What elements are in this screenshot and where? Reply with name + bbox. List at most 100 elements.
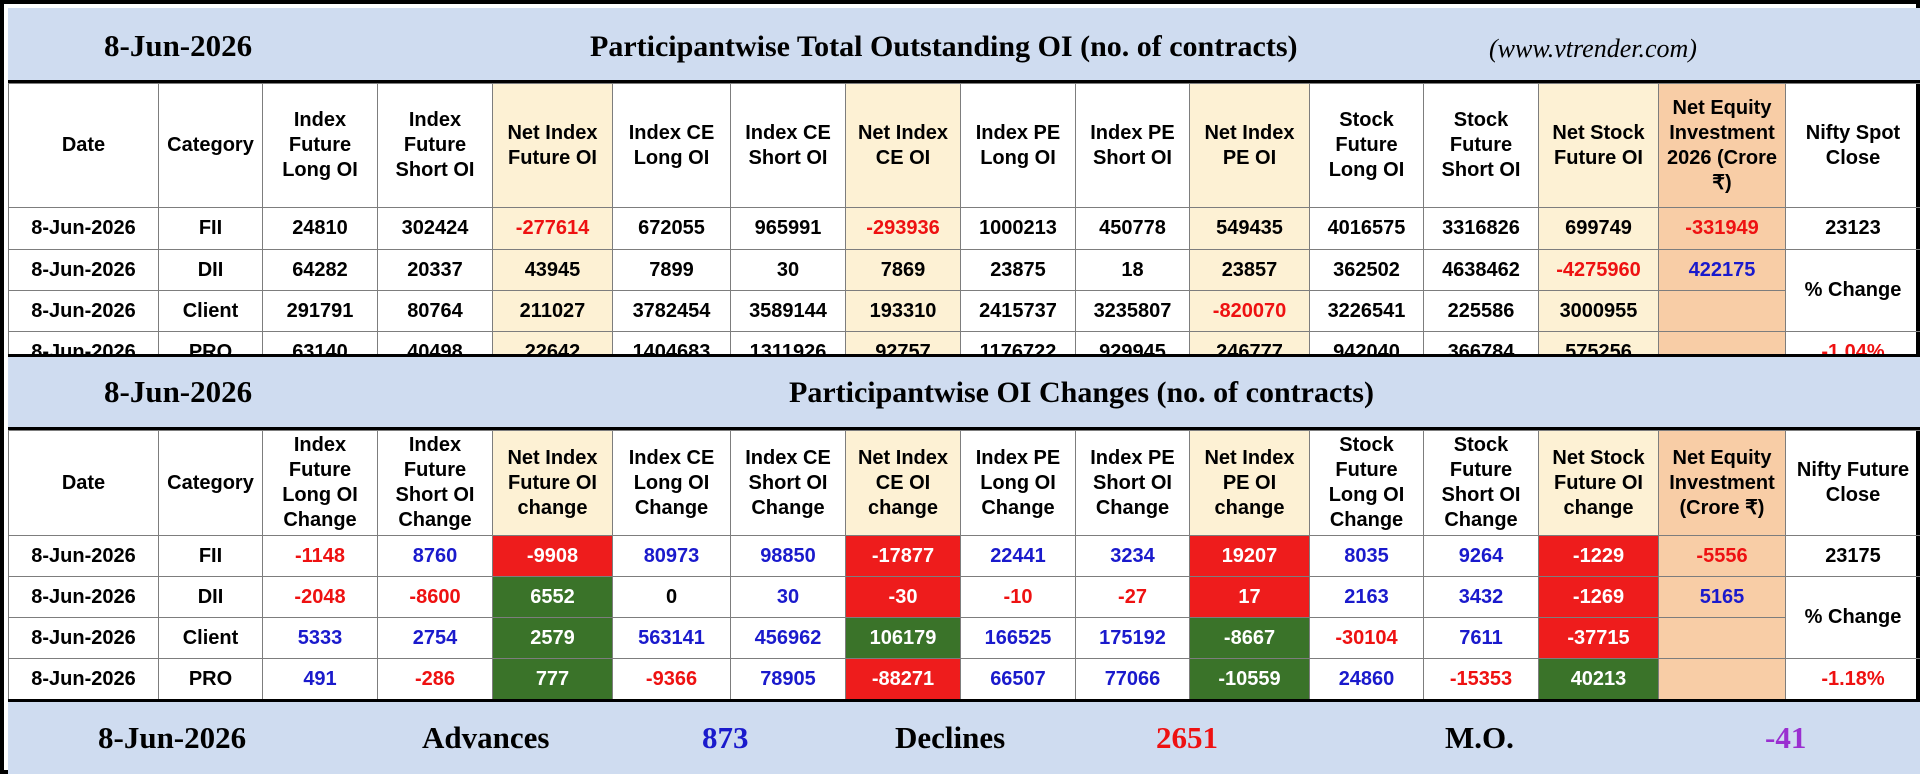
- data-cell: 18: [1075, 249, 1190, 291]
- header-index-ce-short-oi-change: Index CE Short OI Change: [730, 430, 846, 536]
- nifty-future-value: 23175: [1785, 535, 1920, 577]
- data-cell: 24860: [1309, 658, 1424, 700]
- table-row: 8-Jun-2026 PRO 491 -286 777 -9366 78905 …: [8, 658, 1920, 700]
- data-cell: 225586: [1423, 290, 1539, 332]
- advances-label: Advances: [422, 720, 550, 755]
- header-net-index-ce-oi-change: Net Index CE OI change: [845, 430, 961, 536]
- changes-title-band: 8-Jun-2026 Participantwise OI Changes (n…: [8, 354, 1920, 430]
- data-cell: -17877: [845, 535, 961, 577]
- data-cell: 40213: [1538, 658, 1659, 700]
- data-cell: -1269: [1538, 576, 1659, 618]
- data-cell: 491: [262, 658, 378, 700]
- data-cell: 9264: [1423, 535, 1539, 577]
- data-cell: 3235807: [1075, 290, 1190, 332]
- data-cell: 362502: [1309, 249, 1424, 291]
- header-net-stock-future-oi: Net Stock Future OI: [1538, 83, 1659, 208]
- data-cell: -88271: [845, 658, 961, 700]
- date-cell: 8-Jun-2026: [8, 535, 159, 577]
- advances-value: 873: [702, 720, 749, 755]
- data-cell: -10559: [1189, 658, 1310, 700]
- mo-label: M.O.: [1445, 720, 1514, 755]
- header-row: Date Category Index Future Long OI Chang…: [8, 430, 1920, 536]
- data-cell: 2754: [377, 617, 493, 659]
- table-row: 8-Jun-2026 Client 5333 2754 2579 563141 …: [8, 617, 1920, 659]
- data-cell: 17: [1189, 576, 1310, 618]
- top-title: Participantwise Total Outstanding OI (no…: [590, 30, 1298, 63]
- top-title-band: 8-Jun-2026 Participantwise Total Outstan…: [8, 8, 1920, 83]
- data-cell: -8667: [1189, 617, 1310, 659]
- header-row: Date Category Index Future Long OI Index…: [8, 83, 1920, 208]
- changes-title: Participantwise OI Changes (no. of contr…: [789, 376, 1374, 409]
- date-cell: 8-Jun-2026: [8, 658, 159, 700]
- data-cell: -820070: [1189, 290, 1310, 332]
- data-cell: 77066: [1075, 658, 1190, 700]
- data-cell: -277614: [492, 207, 613, 250]
- data-cell: 450778: [1075, 207, 1190, 250]
- equity-cell: 422175: [1658, 249, 1786, 291]
- data-cell: 20337: [377, 249, 493, 291]
- header-category: Category: [158, 83, 263, 208]
- data-cell: -9366: [612, 658, 731, 700]
- data-cell: -286: [377, 658, 493, 700]
- header-index-pe-long-oi: Index PE Long OI: [960, 83, 1076, 208]
- header-date: Date: [8, 430, 159, 536]
- data-cell: -4275960: [1538, 249, 1659, 291]
- data-cell: 302424: [377, 207, 493, 250]
- data-cell: 78905: [730, 658, 846, 700]
- table-row: 8-Jun-2026 DII -2048 -8600 6552 0 30 -30…: [8, 576, 1920, 659]
- pct-change-label: % Change: [1785, 576, 1920, 659]
- data-cell: 30: [730, 576, 846, 618]
- equity-cell: 5165: [1658, 576, 1786, 618]
- data-cell: 291791: [262, 290, 378, 332]
- header-index-ce-short-oi: Index CE Short OI: [730, 83, 846, 208]
- total-oi-table: Date Category Index Future Long OI Index…: [8, 83, 1920, 373]
- header-net-index-pe-oi-change: Net Index PE OI change: [1189, 430, 1310, 536]
- header-net-stock-future-oi-change: Net Stock Future OI change: [1538, 430, 1659, 536]
- data-cell: 193310: [845, 290, 961, 332]
- data-cell: -2048: [262, 576, 378, 618]
- date-cell: 8-Jun-2026: [8, 576, 159, 618]
- data-cell: 563141: [612, 617, 731, 659]
- data-cell: 3000955: [1538, 290, 1659, 332]
- data-cell: 7899: [612, 249, 731, 291]
- equity-cell: -331949: [1658, 207, 1786, 250]
- header-index-future-long-oi-change: Index Future Long OI Change: [262, 430, 378, 536]
- category-cell: DII: [158, 249, 263, 291]
- header-index-pe-short-oi-change: Index PE Short OI Change: [1075, 430, 1190, 536]
- date-cell: 8-Jun-2026: [8, 617, 159, 659]
- header-stock-future-long-oi-change: Stock Future Long OI Change: [1309, 430, 1424, 536]
- data-cell: 7869: [845, 249, 961, 291]
- data-cell: -37715: [1538, 617, 1659, 659]
- header-index-future-long-oi: Index Future Long OI: [262, 83, 378, 208]
- data-cell: 8035: [1309, 535, 1424, 577]
- header-nifty-future-close: Nifty Future Close: [1785, 430, 1920, 536]
- header-stock-future-long-oi: Stock Future Long OI: [1309, 83, 1424, 208]
- equity-cell: [1658, 290, 1786, 332]
- data-cell: 6552: [492, 576, 613, 618]
- data-cell: -9908: [492, 535, 613, 577]
- data-cell: 3226541: [1309, 290, 1424, 332]
- source-site: (www.vtrender.com): [1489, 34, 1697, 63]
- data-cell: 672055: [612, 207, 731, 250]
- data-cell: 4638462: [1423, 249, 1539, 291]
- data-cell: 456962: [730, 617, 846, 659]
- data-cell: 30: [730, 249, 846, 291]
- nifty-spot-value: 23123: [1785, 207, 1920, 250]
- header-stock-future-short-oi-change: Stock Future Short OI Change: [1423, 430, 1539, 536]
- data-cell: 7611: [1423, 617, 1539, 659]
- data-cell: -27: [1075, 576, 1190, 618]
- header-index-pe-long-oi-change: Index PE Long OI Change: [960, 430, 1076, 536]
- data-cell: 2415737: [960, 290, 1076, 332]
- date-cell: 8-Jun-2026: [8, 290, 159, 332]
- header-date: Date: [8, 83, 159, 208]
- data-cell: 80973: [612, 535, 731, 577]
- data-cell: -8600: [377, 576, 493, 618]
- header-index-ce-long-oi: Index CE Long OI: [612, 83, 731, 208]
- header-net-equity-investment: Net Equity Investment 2026 (Crore ₹): [1658, 83, 1786, 208]
- data-cell: 3432: [1423, 576, 1539, 618]
- data-cell: 19207: [1189, 535, 1310, 577]
- table-row: 8-Jun-2026 Client 291791 80764 211027 37…: [8, 290, 1920, 332]
- data-cell: 5333: [262, 617, 378, 659]
- declines-label: Declines: [895, 720, 1006, 755]
- data-cell: 777: [492, 658, 613, 700]
